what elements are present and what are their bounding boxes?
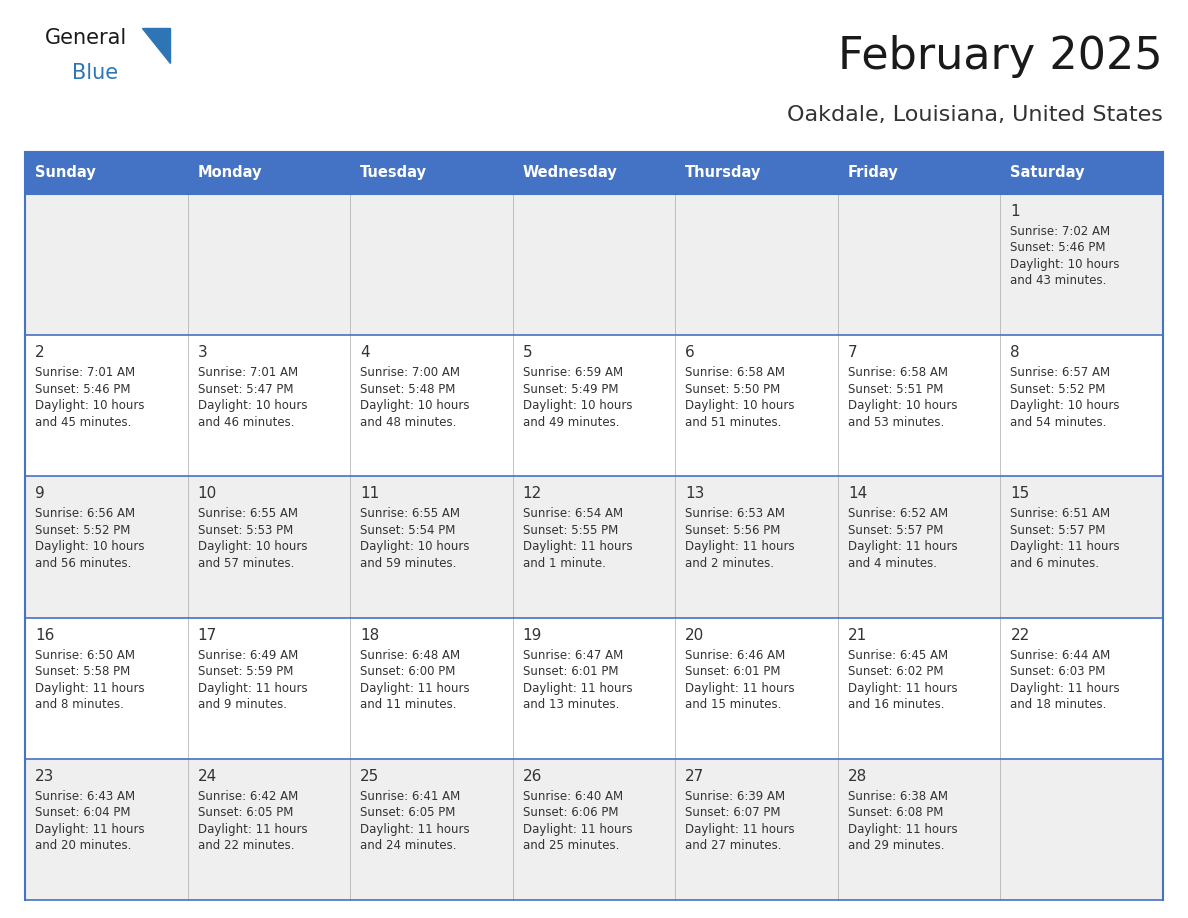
Text: 21: 21 [848,628,867,643]
Text: Sunrise: 6:55 AM
Sunset: 5:53 PM
Daylight: 10 hours
and 57 minutes.: Sunrise: 6:55 AM Sunset: 5:53 PM Dayligh… [197,508,307,570]
Bar [25,194,1163,335]
Text: February 2025: February 2025 [839,35,1163,78]
Text: Sunrise: 6:54 AM
Sunset: 5:55 PM
Daylight: 11 hours
and 1 minute.: Sunrise: 6:54 AM Sunset: 5:55 PM Dayligh… [523,508,632,570]
Text: Sunrise: 6:39 AM
Sunset: 6:07 PM
Daylight: 11 hours
and 27 minutes.: Sunrise: 6:39 AM Sunset: 6:07 PM Dayligh… [685,789,795,852]
Text: 5: 5 [523,345,532,360]
Text: Sunrise: 6:48 AM
Sunset: 6:00 PM
Daylight: 11 hours
and 11 minutes.: Sunrise: 6:48 AM Sunset: 6:00 PM Dayligh… [360,649,469,711]
Text: Sunrise: 7:01 AM
Sunset: 5:47 PM
Daylight: 10 hours
and 46 minutes.: Sunrise: 7:01 AM Sunset: 5:47 PM Dayligh… [197,366,307,429]
Text: Sunrise: 6:50 AM
Sunset: 5:58 PM
Daylight: 11 hours
and 8 minutes.: Sunrise: 6:50 AM Sunset: 5:58 PM Dayligh… [34,649,145,711]
Text: Sunrise: 6:49 AM
Sunset: 5:59 PM
Daylight: 11 hours
and 9 minutes.: Sunrise: 6:49 AM Sunset: 5:59 PM Dayligh… [197,649,308,711]
Text: Wednesday: Wednesday [523,165,618,181]
Text: 12: 12 [523,487,542,501]
Text: 19: 19 [523,628,542,643]
Text: Sunrise: 6:44 AM
Sunset: 6:03 PM
Daylight: 11 hours
and 18 minutes.: Sunrise: 6:44 AM Sunset: 6:03 PM Dayligh… [1011,649,1120,711]
Text: Sunrise: 6:56 AM
Sunset: 5:52 PM
Daylight: 10 hours
and 56 minutes.: Sunrise: 6:56 AM Sunset: 5:52 PM Dayligh… [34,508,145,570]
Text: 6: 6 [685,345,695,360]
Text: Tuesday: Tuesday [360,165,428,181]
Text: 3: 3 [197,345,208,360]
Text: Sunrise: 6:42 AM
Sunset: 6:05 PM
Daylight: 11 hours
and 22 minutes.: Sunrise: 6:42 AM Sunset: 6:05 PM Dayligh… [197,789,308,852]
Text: Sunrise: 6:59 AM
Sunset: 5:49 PM
Daylight: 10 hours
and 49 minutes.: Sunrise: 6:59 AM Sunset: 5:49 PM Dayligh… [523,366,632,429]
Text: 27: 27 [685,768,704,784]
Text: 14: 14 [848,487,867,501]
Text: 24: 24 [197,768,217,784]
Text: 15: 15 [1011,487,1030,501]
Text: 2: 2 [34,345,45,360]
Text: Sunrise: 6:43 AM
Sunset: 6:04 PM
Daylight: 11 hours
and 20 minutes.: Sunrise: 6:43 AM Sunset: 6:04 PM Dayligh… [34,789,145,852]
Text: 23: 23 [34,768,55,784]
Text: Sunrise: 6:40 AM
Sunset: 6:06 PM
Daylight: 11 hours
and 25 minutes.: Sunrise: 6:40 AM Sunset: 6:06 PM Dayligh… [523,789,632,852]
Text: 9: 9 [34,487,45,501]
Bar [25,759,1163,900]
Text: Sunrise: 7:00 AM
Sunset: 5:48 PM
Daylight: 10 hours
and 48 minutes.: Sunrise: 7:00 AM Sunset: 5:48 PM Dayligh… [360,366,469,429]
Text: 22: 22 [1011,628,1030,643]
Text: 13: 13 [685,487,704,501]
Text: 18: 18 [360,628,379,643]
Text: Sunrise: 6:52 AM
Sunset: 5:57 PM
Daylight: 11 hours
and 4 minutes.: Sunrise: 6:52 AM Sunset: 5:57 PM Dayligh… [848,508,958,570]
Text: Sunrise: 6:51 AM
Sunset: 5:57 PM
Daylight: 11 hours
and 6 minutes.: Sunrise: 6:51 AM Sunset: 5:57 PM Dayligh… [1011,508,1120,570]
Text: Monday: Monday [197,165,263,181]
Text: Sunrise: 6:38 AM
Sunset: 6:08 PM
Daylight: 11 hours
and 29 minutes.: Sunrise: 6:38 AM Sunset: 6:08 PM Dayligh… [848,789,958,852]
Text: Saturday: Saturday [1011,165,1085,181]
Text: Sunrise: 6:57 AM
Sunset: 5:52 PM
Daylight: 10 hours
and 54 minutes.: Sunrise: 6:57 AM Sunset: 5:52 PM Dayligh… [1011,366,1120,429]
Text: Sunrise: 6:58 AM
Sunset: 5:51 PM
Daylight: 10 hours
and 53 minutes.: Sunrise: 6:58 AM Sunset: 5:51 PM Dayligh… [848,366,958,429]
Text: Sunrise: 6:53 AM
Sunset: 5:56 PM
Daylight: 11 hours
and 2 minutes.: Sunrise: 6:53 AM Sunset: 5:56 PM Dayligh… [685,508,795,570]
Text: 20: 20 [685,628,704,643]
Text: Sunrise: 7:01 AM
Sunset: 5:46 PM
Daylight: 10 hours
and 45 minutes.: Sunrise: 7:01 AM Sunset: 5:46 PM Dayligh… [34,366,145,429]
Text: 16: 16 [34,628,55,643]
Bar [25,152,1163,194]
Text: Sunrise: 7:02 AM
Sunset: 5:46 PM
Daylight: 10 hours
and 43 minutes.: Sunrise: 7:02 AM Sunset: 5:46 PM Dayligh… [1011,225,1120,287]
Polygon shape [143,28,170,63]
Text: Sunday: Sunday [34,165,96,181]
Text: 4: 4 [360,345,369,360]
Text: 1: 1 [1011,204,1020,219]
Text: Friday: Friday [848,165,898,181]
Text: Sunrise: 6:47 AM
Sunset: 6:01 PM
Daylight: 11 hours
and 13 minutes.: Sunrise: 6:47 AM Sunset: 6:01 PM Dayligh… [523,649,632,711]
Text: Oakdale, Louisiana, United States: Oakdale, Louisiana, United States [788,105,1163,125]
Bar [25,476,1163,618]
Text: 10: 10 [197,487,217,501]
Text: Blue: Blue [72,63,118,83]
Bar [25,335,1163,476]
Text: Sunrise: 6:55 AM
Sunset: 5:54 PM
Daylight: 10 hours
and 59 minutes.: Sunrise: 6:55 AM Sunset: 5:54 PM Dayligh… [360,508,469,570]
Text: Sunrise: 6:58 AM
Sunset: 5:50 PM
Daylight: 10 hours
and 51 minutes.: Sunrise: 6:58 AM Sunset: 5:50 PM Dayligh… [685,366,795,429]
Text: General: General [45,28,127,48]
Text: Sunrise: 6:45 AM
Sunset: 6:02 PM
Daylight: 11 hours
and 16 minutes.: Sunrise: 6:45 AM Sunset: 6:02 PM Dayligh… [848,649,958,711]
Text: Sunrise: 6:46 AM
Sunset: 6:01 PM
Daylight: 11 hours
and 15 minutes.: Sunrise: 6:46 AM Sunset: 6:01 PM Dayligh… [685,649,795,711]
Text: 17: 17 [197,628,217,643]
Text: Thursday: Thursday [685,165,762,181]
Text: 25: 25 [360,768,379,784]
Text: Sunrise: 6:41 AM
Sunset: 6:05 PM
Daylight: 11 hours
and 24 minutes.: Sunrise: 6:41 AM Sunset: 6:05 PM Dayligh… [360,789,469,852]
Text: 11: 11 [360,487,379,501]
Text: 8: 8 [1011,345,1020,360]
Bar [25,618,1163,759]
Text: 28: 28 [848,768,867,784]
Text: 7: 7 [848,345,858,360]
Text: 26: 26 [523,768,542,784]
